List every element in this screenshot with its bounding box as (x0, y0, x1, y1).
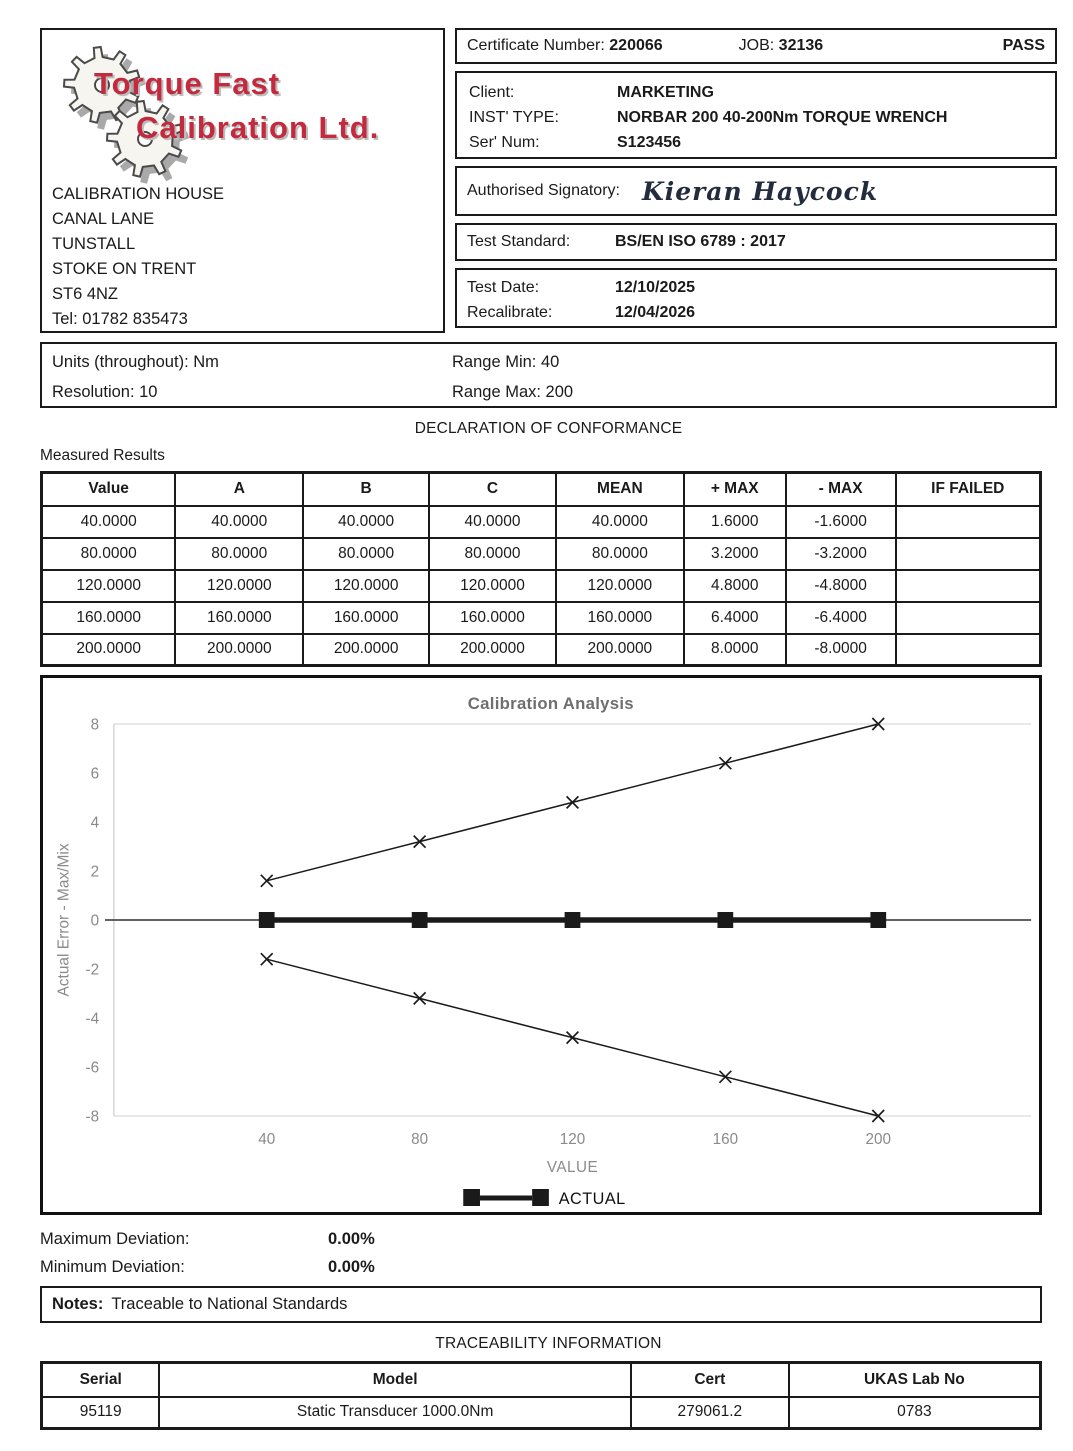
test-date-row: Test Date: 12/10/2025 (467, 279, 696, 296)
svg-text:VALUE: VALUE (547, 1159, 598, 1176)
address-line: STOKE ON TRENT (52, 260, 197, 278)
notes-label: Notes: (52, 1295, 104, 1313)
standard-value: BS/EN ISO 6789 : 2017 (615, 233, 786, 250)
svg-text:4: 4 (91, 814, 100, 831)
range-max: Range Max: 200 (452, 383, 574, 401)
signatory-label: Authorised Signatory: (467, 182, 620, 199)
traceability-title: TRACEABILITY INFORMATION (435, 1335, 662, 1352)
calibration-chart-svg: 8 6 4 2 0 -2 -4 -6 -8 40 80 120 160 200 VALUE Actual Er… (56, 694, 1032, 1208)
table-header-row: Value A B C MEAN + MAX - MAX IF FAILED (40, 471, 1042, 507)
max-deviation-row: Maximum Deviation: 0.00% (40, 1230, 375, 1248)
svg-text:120: 120 (560, 1131, 585, 1148)
svg-text:6: 6 (91, 765, 99, 782)
svg-text:Actual Error - Max/Mix: Actual Error - Max/Mix (56, 843, 73, 996)
company-address: CALIBRATION HOUSE CANAL LANE TUNSTALL ST… (52, 182, 433, 332)
col-header: A (174, 471, 305, 507)
address-line: TUNSTALL (52, 235, 136, 253)
table-row: 40.0000 40.0000 40.0000 40.0000 40.0000 1.600… (40, 504, 1042, 539)
col-header: Serial (40, 1361, 161, 1398)
svg-text:80: 80 (411, 1131, 428, 1148)
col-header: IF FAILED (894, 471, 1042, 507)
declaration-title: DECLARATION OF CONFORMANCE (414, 420, 683, 437)
notes-text: Traceable to National Standards (111, 1295, 348, 1313)
svg-text:160: 160 (713, 1131, 738, 1148)
units-panel: Units (throughout): Nm Resolution: 10 Ra… (40, 342, 1057, 408)
serial-number-row: Ser' Num: S123456 (469, 134, 682, 151)
table-row: 95119 Static Transducer 1000.0Nm 279061.… (40, 1395, 1042, 1430)
col-header: Model (158, 1361, 632, 1398)
min-deviation-row: Minimum Deviation: 0.00% (40, 1258, 375, 1276)
col-header: UKAS Lab No (787, 1361, 1042, 1398)
svg-text:Calibration Analysis: Calibration Analysis (468, 694, 634, 713)
recalibrate-row: Recalibrate: 12/04/2026 (467, 304, 696, 321)
svg-text:-8: -8 (86, 1108, 100, 1125)
certificate-number: Certificate Number: 220066 (467, 37, 663, 54)
units-value: Units (throughout): Nm (52, 353, 219, 371)
col-header: + MAX (682, 471, 787, 507)
header: Torque Fast Calibration Ltd. CALIBRATION… (40, 28, 1057, 333)
table-row: 200.0000 200.0000 200.0000 200.0000 200.0000… (40, 632, 1042, 667)
company-panel: Torque Fast Calibration Ltd. CALIBRATION… (40, 28, 445, 333)
deviation-summary: Maximum Deviation: 0.00% Minimum Deviati… (40, 1225, 1057, 1281)
address-line: CALIBRATION HOUSE (52, 185, 225, 203)
signature: Kieran Haycock (641, 176, 879, 206)
svg-text:ACTUAL: ACTUAL (559, 1190, 626, 1208)
table-row: 80.0000 80.0000 80.0000 80.0000 80.0000 3.200… (40, 536, 1042, 571)
measured-results-label: Measured Results (40, 447, 165, 464)
table-row: 160.0000 160.0000 160.0000 160.0000 160.0000… (40, 600, 1042, 635)
signatory-panel: Authorised Signatory: Kieran Haycock (455, 166, 1057, 216)
table-header-row: Serial Model Cert UKAS Lab No (40, 1361, 1042, 1398)
col-header: C (428, 471, 557, 507)
col-header: Value (40, 471, 177, 507)
svg-text:0: 0 (91, 912, 99, 929)
logo-text-line1: Torque Fast (94, 66, 281, 101)
svg-text:40: 40 (258, 1131, 275, 1148)
table-row: 120.0000 120.0000 120.0000 120.0000 120.0000… (40, 568, 1042, 603)
test-standard-panel: Test Standard: BS/EN ISO 6789 : 2017 (455, 223, 1057, 261)
calibration-chart: 8 6 4 2 0 -2 -4 -6 -8 40 80 120 160 200 VALUE Actual Er… (40, 675, 1042, 1215)
units-right-column: Range Min: 40 Range Max: 200 (452, 347, 1045, 407)
resolution-value: Resolution: 10 (52, 383, 158, 401)
job-number: JOB: 32136 (738, 37, 824, 54)
address-line: Tel: 01782 835473 (52, 310, 188, 328)
svg-text:8: 8 (91, 716, 99, 733)
traceability-table: Serial Model Cert UKAS Lab No 95119 Stat… (40, 1361, 1042, 1430)
gears-logo-icon (62, 45, 190, 184)
dates-panel: Test Date: 12/10/2025 Recalibrate: 12/04/2… (455, 268, 1057, 328)
measured-results-table: Value A B C MEAN + MAX - MAX IF FAILED 4… (40, 471, 1042, 667)
certificate-header: Certificate Number: 220066 JOB: 32136 PA… (455, 28, 1057, 333)
address-line: CANAL LANE (52, 210, 155, 228)
company-logo: Torque Fast Calibration Ltd. (52, 36, 433, 184)
logo-text-line2: Calibration Ltd. (136, 110, 380, 145)
col-header: - MAX (784, 471, 897, 507)
client-row: Client: MARKETING (469, 84, 714, 101)
range-min: Range Min: 40 (452, 353, 560, 371)
address-line: ST6 4NZ (52, 285, 119, 303)
notes-panel: Notes: Traceable to National Standards (40, 1286, 1042, 1323)
svg-text:-4: -4 (86, 1010, 100, 1027)
units-left-column: Units (throughout): Nm Resolution: 10 (52, 347, 452, 407)
col-header: B (302, 471, 431, 507)
pass-status: PASS (1002, 37, 1045, 54)
col-header: MEAN (554, 471, 685, 507)
col-header: Cert (629, 1361, 790, 1398)
standard-label: Test Standard: (467, 233, 571, 250)
inst-type-row: INST' TYPE: NORBAR 200 40-200Nm TORQUE WR… (469, 109, 948, 126)
client-panel: Client: MARKETING INST' TYPE: NORBAR 200 4… (455, 71, 1057, 159)
svg-text:-2: -2 (86, 961, 100, 978)
certificate-number-row: Certificate Number: 220066 JOB: 32136 PA… (455, 28, 1057, 64)
svg-text:-6: -6 (86, 1059, 100, 1076)
svg-text:200: 200 (866, 1131, 891, 1148)
svg-text:2: 2 (91, 863, 99, 880)
